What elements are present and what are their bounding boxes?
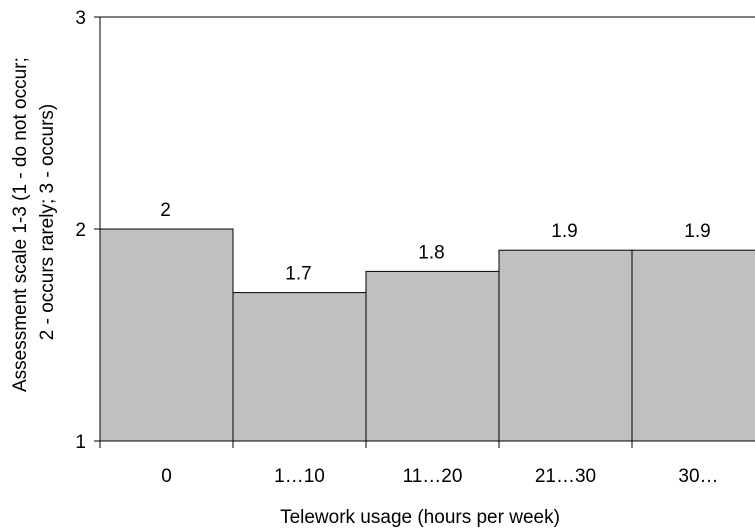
x-tick-label-1: 0 xyxy=(161,466,172,487)
bars-group xyxy=(99,228,755,442)
y-axis-title-line-1: Assessment scale 1-3 (1 - do not occur; xyxy=(10,57,31,392)
y-tick-label-3: 3 xyxy=(75,8,86,29)
x-tick-label-4: 21…30 xyxy=(535,466,596,487)
x-tick-label-2: 1…10 xyxy=(274,466,325,487)
y-axis: 1 2 3 xyxy=(75,8,755,453)
x-tick-label-5: 30… xyxy=(678,466,718,487)
bar-3 xyxy=(365,270,500,442)
data-label-5: 1.9 xyxy=(684,221,710,242)
bar-4 xyxy=(498,249,633,442)
x-axis-title: Telework usage (hours per week) xyxy=(280,507,560,528)
x-axis: 0 1…10 11…20 21…30 30… xyxy=(99,440,755,487)
data-label-1: 2 xyxy=(160,200,171,221)
data-label-2: 1.7 xyxy=(285,264,311,285)
data-label-4: 1.9 xyxy=(551,221,577,242)
data-labels-group: 2 1.7 1.8 1.9 1.9 xyxy=(160,200,711,285)
y-tick-label-2: 2 xyxy=(75,220,86,241)
y-tick-label-1: 1 xyxy=(75,432,86,453)
y-axis-title-line-2: 2 - occurs rarely; 3 - occurs) xyxy=(37,104,58,341)
data-label-3: 1.8 xyxy=(418,242,444,263)
x-tick-label-3: 11…20 xyxy=(403,466,463,487)
y-axis-title: Assessment scale 1-3 (1 - do not occur; … xyxy=(10,52,58,392)
bar-1 xyxy=(99,228,234,442)
bar-2 xyxy=(232,292,367,442)
bar-5 xyxy=(631,249,755,442)
